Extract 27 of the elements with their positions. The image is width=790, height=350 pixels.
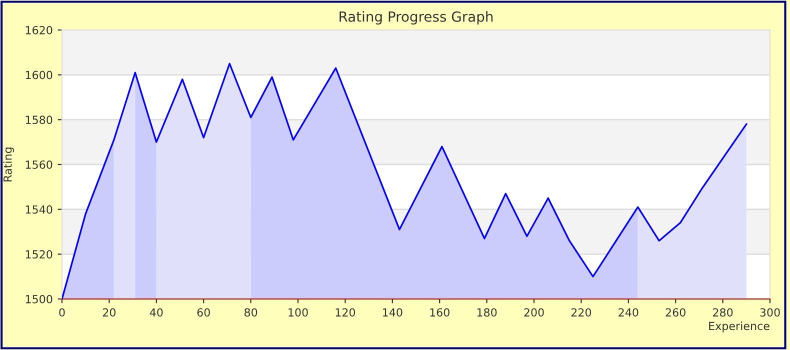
y-tick-label: 1540	[26, 205, 52, 214]
x-tick-label: 20	[102, 308, 116, 317]
x-tick-label: 0	[59, 308, 65, 317]
y-tick-label: 1500	[26, 294, 52, 304]
y-tick-label: 1620	[26, 26, 52, 34]
x-tick-label: 40	[150, 308, 163, 317]
x-tick-label: 220	[571, 308, 592, 317]
x-tick-label: 100	[288, 308, 308, 317]
x-tick-label: 300	[760, 308, 780, 317]
x-tick-label: 180	[477, 308, 497, 317]
x-tick-label: 80	[244, 308, 258, 317]
line-series	[62, 62, 748, 299]
x-tick-label: 60	[197, 308, 210, 317]
y-tick-label: 1580	[26, 116, 52, 124]
x-tick-label: 120	[336, 308, 356, 317]
x-tick-label: 140	[383, 308, 402, 317]
y-tick-label: 1600	[26, 70, 52, 80]
x-axis-title: Experience	[709, 322, 770, 332]
y-tick-label: 1560	[26, 160, 52, 169]
y-tick-label: 1520	[26, 250, 52, 259]
x-tick-label: 240	[618, 308, 638, 317]
x-tick-label: 260	[666, 308, 686, 317]
x-tick-label: 280	[713, 308, 733, 317]
chart-title: Rating Progress Graph	[340, 11, 493, 25]
x-tick-label: 160	[430, 308, 450, 317]
x-tick-label: 200	[524, 308, 544, 317]
y-axis-title: Rating	[3, 148, 14, 182]
